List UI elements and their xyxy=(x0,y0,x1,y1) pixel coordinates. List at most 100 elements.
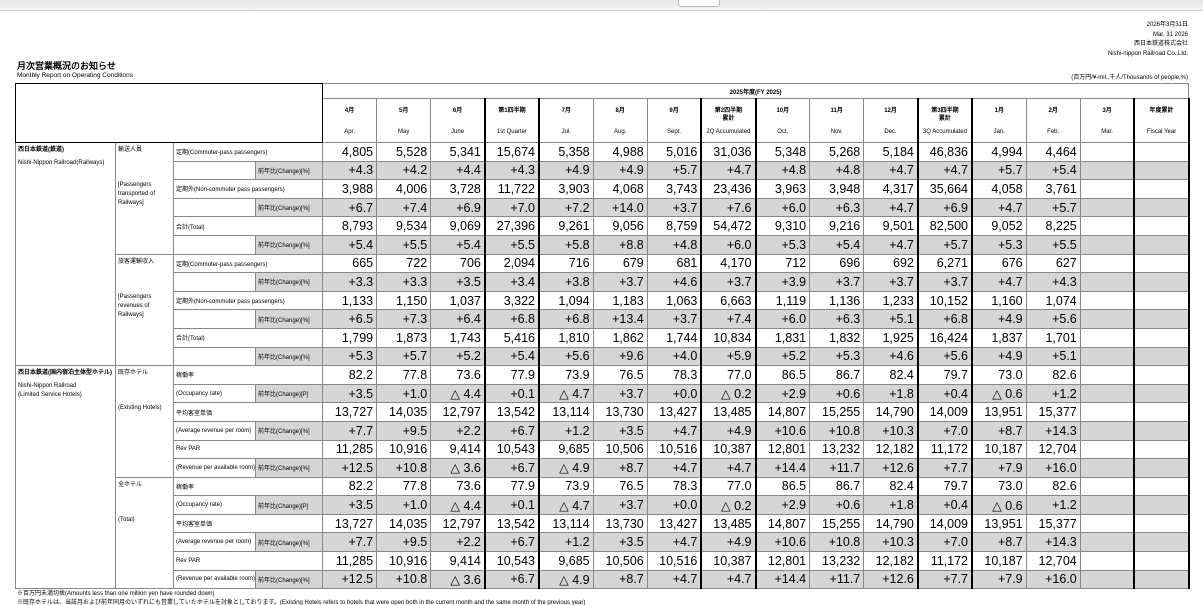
value-cell: 54,472 xyxy=(700,216,757,236)
change-cell: +7.7 xyxy=(321,532,378,553)
value-cell: 13,232 xyxy=(809,551,865,571)
change-cell: +2.9 xyxy=(754,383,811,404)
change-cell: +3.4 xyxy=(483,272,541,292)
change-cell: +5.1 xyxy=(863,309,919,329)
change-row: 前年比(Change)[%] +3.3 +3.3 +3.5 +3.4 +3.8 +3.7 +4… xyxy=(16,272,1190,292)
empty-cell xyxy=(1079,160,1135,181)
empty-cell xyxy=(1133,272,1190,292)
empty-cell xyxy=(1079,402,1135,422)
change-cell: +5.4 xyxy=(1025,160,1081,181)
change-cell: +7.2 xyxy=(538,197,594,218)
change-cell: △ 0.2 xyxy=(700,495,757,515)
change-cell: +7.9 xyxy=(971,569,1027,590)
item-label: Rev PAR xyxy=(173,439,323,460)
change-cell: +5.3 xyxy=(971,234,1027,255)
empty-cell xyxy=(1079,476,1135,497)
value-cell: 12,801 xyxy=(754,551,811,571)
change-cell: +5.3 xyxy=(321,346,378,367)
value-cell: 10,916 xyxy=(376,551,432,571)
change-cell: +10.6 xyxy=(754,420,811,441)
column-header: 9月 Sept. xyxy=(646,98,702,143)
column-en: May xyxy=(398,128,410,135)
empty-cell xyxy=(1133,253,1190,274)
empty-cell xyxy=(1079,179,1135,199)
change-label: 前年比(Change)[%] xyxy=(255,458,323,478)
column-ja-line: 累計 xyxy=(722,115,735,122)
corner-cell xyxy=(15,83,323,143)
empty-cell xyxy=(1133,532,1190,553)
change-cell: +11.7 xyxy=(809,569,865,590)
change-cell: +13.4 xyxy=(592,309,648,329)
value-cell: 681 xyxy=(646,253,702,274)
item-label: Rev PAR xyxy=(173,551,323,571)
value-cell: 73.0 xyxy=(971,365,1027,385)
value-cell: 12,182 xyxy=(863,551,919,571)
empty-cell xyxy=(1133,234,1190,255)
change-cell: +0.1 xyxy=(483,383,541,404)
group-name: 旅客運輸収入 xyxy=(118,258,155,265)
change-cell: +4.7 xyxy=(971,197,1027,218)
item-label: 平均客室単価 xyxy=(173,513,323,534)
change-cell: +6.0 xyxy=(700,234,757,255)
value-cell: 13,727 xyxy=(321,513,378,534)
empty-cell xyxy=(1079,365,1135,385)
column-ja: 第2四半期 累計 xyxy=(703,107,753,123)
empty-cell xyxy=(1133,420,1190,441)
change-cell: +5.7 xyxy=(916,234,974,255)
value-cell: 1,799 xyxy=(321,327,378,348)
change-cell: △ 0.6 xyxy=(971,495,1027,515)
empty-cell xyxy=(1133,458,1190,478)
change-cell: +6.0 xyxy=(754,197,811,218)
change-cell: +4.3 xyxy=(483,160,541,181)
change-cell: +4.4 xyxy=(430,160,486,181)
value-cell: 1,094 xyxy=(538,290,594,311)
change-cell: +5.1 xyxy=(1025,346,1081,367)
change-cell: +10.3 xyxy=(863,532,919,553)
value-cell: 1,160 xyxy=(971,290,1027,311)
value-cell: 4,006 xyxy=(376,179,432,199)
empty-cell xyxy=(1133,346,1190,367)
item-label: 合計(Total) xyxy=(173,327,323,348)
value-cell: 12,801 xyxy=(754,439,811,460)
value-cell: 82.4 xyxy=(863,365,919,385)
empty-cell xyxy=(1133,179,1190,199)
column-en: Dec. xyxy=(884,128,897,135)
fiscal-year-header: 2025年度(FY 2025) xyxy=(321,83,1190,99)
column-en: Oct. xyxy=(777,128,789,135)
value-cell: 11,172 xyxy=(916,439,974,460)
value-cell: 9,310 xyxy=(754,216,811,236)
change-cell: +5.3 xyxy=(809,346,865,367)
value-cell: 10,506 xyxy=(592,551,648,571)
change-cell: +12.5 xyxy=(321,569,378,590)
value-cell: 9,414 xyxy=(430,439,486,460)
value-row: 西日本鉄道(鉄道) Nishi-Nippon Railroad(Railways)… xyxy=(15,141,1190,367)
value-cell: 1,831 xyxy=(754,327,811,348)
value-cell: 13,951 xyxy=(971,513,1027,534)
group-cell: 輸送人員 [Passengers transported of Railways] xyxy=(115,142,174,255)
change-cell: +6.8 xyxy=(538,309,594,329)
change-cell: △ 0.6 xyxy=(971,383,1027,404)
empty-cell xyxy=(1133,290,1190,311)
group-name-en: (Existing Hotels) xyxy=(118,405,162,412)
change-cell: +4.8 xyxy=(754,160,811,181)
value-cell: 4,058 xyxy=(971,179,1027,199)
value-cell: 10,543 xyxy=(483,439,541,460)
value-cell: 1,701 xyxy=(1025,327,1081,348)
column-header: 第3四半期 累計 3Q Accumulated xyxy=(916,98,974,143)
value-cell: 4,317 xyxy=(863,179,919,199)
value-cell: 10,543 xyxy=(483,551,541,571)
change-row: 前年比(Change)[%] +4.3 +4.2 +4.4 +4.3 +4.9 +4.9 +5… xyxy=(16,160,1190,181)
change-cell: +4.9 xyxy=(592,160,648,181)
toolbar-button[interactable] xyxy=(678,0,720,7)
value-cell: 11,722 xyxy=(483,179,541,199)
value-row: 西日本鉄道(国内宿泊主体型ホテル) Nishi-Nippon Railroad (L… xyxy=(15,365,1190,590)
column-ja-line: 7月 xyxy=(561,107,571,114)
value-cell: 706 xyxy=(430,253,486,274)
value-cell: 1,873 xyxy=(376,327,432,348)
change-cell: +5.5 xyxy=(1025,234,1081,255)
value-cell: 8,225 xyxy=(1025,216,1081,236)
change-cell: +5.7 xyxy=(1025,197,1081,218)
value-cell: 13,485 xyxy=(700,513,757,534)
change-label: 前年比(Change)[%] xyxy=(255,420,323,441)
value-cell: 82.6 xyxy=(1025,365,1081,385)
